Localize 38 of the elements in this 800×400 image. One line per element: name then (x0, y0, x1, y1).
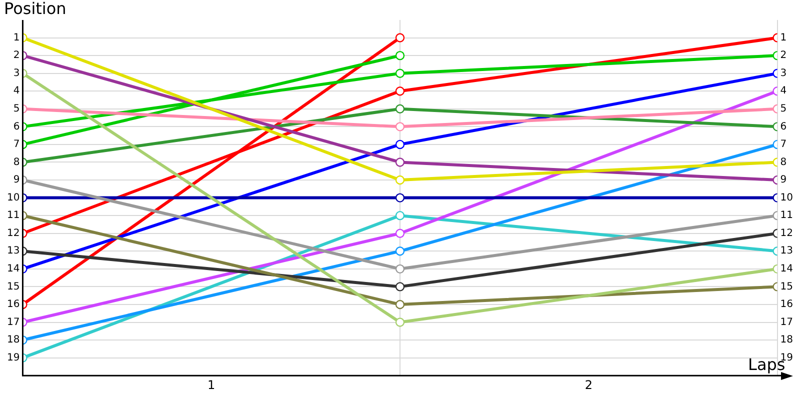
y2-tick-label: 11 (780, 210, 794, 222)
y-tick-label: 8 (13, 156, 20, 168)
y-tick-label: 13 (6, 246, 20, 257)
y2-tick-label: 10 (780, 192, 794, 204)
y-tick-label: 4 (13, 86, 20, 97)
y2-tick-label: 1 (780, 32, 787, 44)
y2-tick-label: 12 (780, 228, 794, 239)
y2-tick-label: 9 (780, 174, 787, 186)
y-tick-label: 19 (6, 352, 20, 364)
y-tick-label: 18 (6, 334, 20, 346)
y2-tick-label: 13 (780, 246, 794, 257)
y-tick-label: 17 (6, 316, 20, 328)
y-tick-label: 2 (13, 50, 20, 62)
y2-tick-label: 4 (780, 86, 787, 97)
y2-tick-label: 6 (780, 121, 787, 132)
y2-tick-label: 18 (780, 334, 794, 346)
y-tick-label: 16 (6, 299, 20, 310)
y-tick-label: 5 (13, 103, 20, 114)
y2-tick-label: 15 (780, 281, 794, 292)
y2-tick-label: 8 (780, 156, 787, 168)
y2-tick-label: 17 (780, 316, 794, 328)
y-tick-label: 12 (6, 228, 20, 239)
y-tick-label: 7 (13, 139, 20, 150)
y-tick-label: 6 (13, 121, 20, 132)
y2-tick-label: 2 (780, 50, 787, 62)
y2-tick-label: 3 (780, 68, 787, 79)
y2-tick-label: 5 (780, 103, 787, 114)
y-tick-label: 1 (13, 32, 20, 44)
y-tick-label: 3 (13, 68, 20, 79)
y2-tick-label: 7 (780, 139, 787, 150)
y-axis-title: Position (4, 0, 66, 18)
y-tick-label: 10 (6, 192, 20, 204)
y2-tick-label: 14 (780, 264, 794, 275)
y-tick-label: 15 (6, 281, 20, 292)
y-tick-label: 11 (6, 210, 20, 222)
y-tick-label: 9 (13, 174, 20, 186)
y2-tick-label: 16 (780, 299, 794, 310)
y-tick-label: 14 (6, 264, 20, 275)
